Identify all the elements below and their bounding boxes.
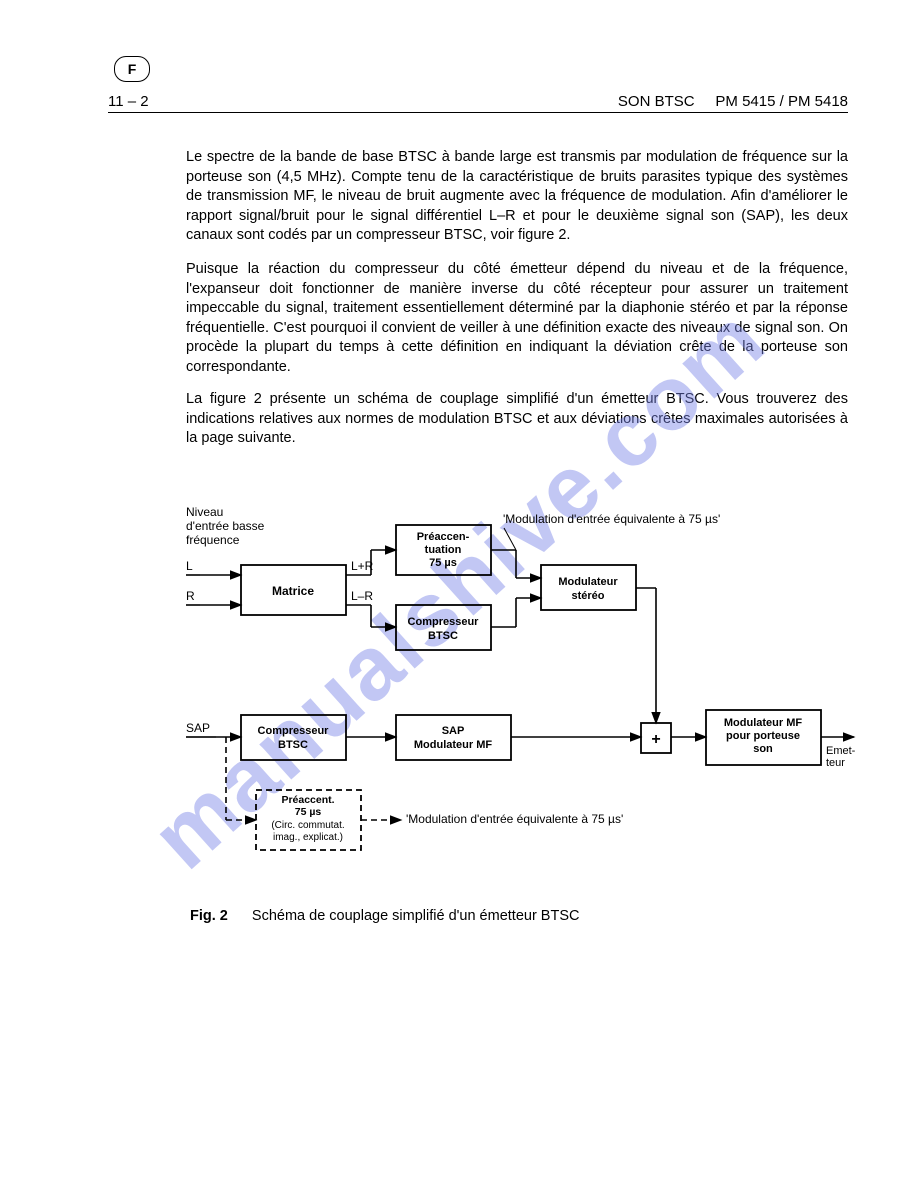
box-mod-stereo-t1: Modulateur — [558, 576, 618, 588]
box-preaccent-d-t3: (Circ. commutat. — [271, 820, 344, 831]
box-preaccent-d-t2: 75 µs — [295, 806, 322, 818]
label-L: L — [186, 559, 193, 573]
paragraph-2: Puisque la réaction du compresseur du cô… — [186, 260, 848, 377]
figure-caption-label: Fig. 2 — [190, 908, 228, 924]
label-emetteur: Emet-teur — [826, 745, 855, 769]
box-sap-mod-mf-t2: Modulateur MF — [414, 739, 492, 751]
box-preaccent-d-t4: imag., explicat.) — [273, 832, 343, 843]
paragraph-1: Le spectre de la bande de base BTSC à ba… — [186, 148, 848, 246]
label-SAP: SAP — [186, 721, 210, 735]
language-badge: F — [114, 56, 150, 82]
box-mod-mf-t2: pour porteuse — [726, 730, 800, 742]
label-mod-equiv-bottom: 'Modulation d'entrée équivalente à 75 µs… — [406, 812, 623, 826]
doc-models: PM 5415 / PM 5418 — [715, 93, 848, 110]
label-LplusR: L+R — [351, 559, 373, 573]
box-mod-mf-t1: Modulateur MF — [724, 717, 802, 729]
box-comp-btsc-sap-t1: Compresseur — [258, 725, 330, 737]
box-sap-mod-mf — [396, 715, 511, 760]
page-number: 11 – 2 — [108, 93, 149, 110]
label-LminusR: L–R — [351, 589, 373, 603]
box-preaccent-t3: 75 µs — [429, 557, 457, 569]
box-comp-btsc-top-t2: BTSC — [428, 630, 458, 642]
box-matrice-text: Matrice — [272, 584, 314, 598]
doc-section: SON BTSC — [618, 93, 695, 110]
annot-line-top — [504, 528, 516, 550]
box-preaccent-t2: tuation — [425, 544, 462, 556]
header-right: SON BTSC PM 5415 / PM 5418 — [618, 93, 848, 110]
box-comp-btsc-sap-t2: BTSC — [278, 739, 308, 751]
header-rule — [108, 112, 848, 113]
figure-caption: Fig. 2 Schéma de couplage simplifié d'un… — [190, 908, 579, 924]
paragraph-3: La figure 2 présente un schéma de coupla… — [186, 390, 848, 449]
box-comp-btsc-sap — [241, 715, 346, 760]
figure-diagram: Matrice Préaccen- tuation 75 µs Compress… — [186, 470, 856, 880]
label-mod-equiv-top: 'Modulation d'entrée équivalente à 75 µs… — [503, 512, 720, 526]
box-plus-text: + — [651, 731, 660, 748]
label-niveau: Niveaud'entrée bassefréquence — [186, 505, 264, 547]
label-R: R — [186, 589, 195, 603]
box-mod-stereo-t2: stéréo — [571, 590, 604, 602]
box-mod-mf-t3: son — [753, 743, 773, 755]
box-preaccent-d-t1: Préaccent. — [281, 794, 334, 806]
box-preaccent-t1: Préaccen- — [417, 531, 470, 543]
box-sap-mod-mf-t1: SAP — [442, 725, 465, 737]
box-comp-btsc-top-t1: Compresseur — [408, 616, 480, 628]
figure-caption-text: Schéma de couplage simplifié d'un émette… — [252, 908, 580, 924]
